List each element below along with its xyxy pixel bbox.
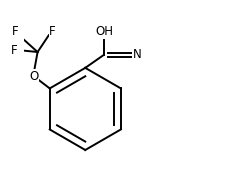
Text: N: N [133,48,142,61]
Text: O: O [29,70,38,83]
Text: F: F [12,25,18,38]
Text: OH: OH [95,25,113,38]
Text: F: F [49,25,56,38]
Text: F: F [11,44,18,57]
